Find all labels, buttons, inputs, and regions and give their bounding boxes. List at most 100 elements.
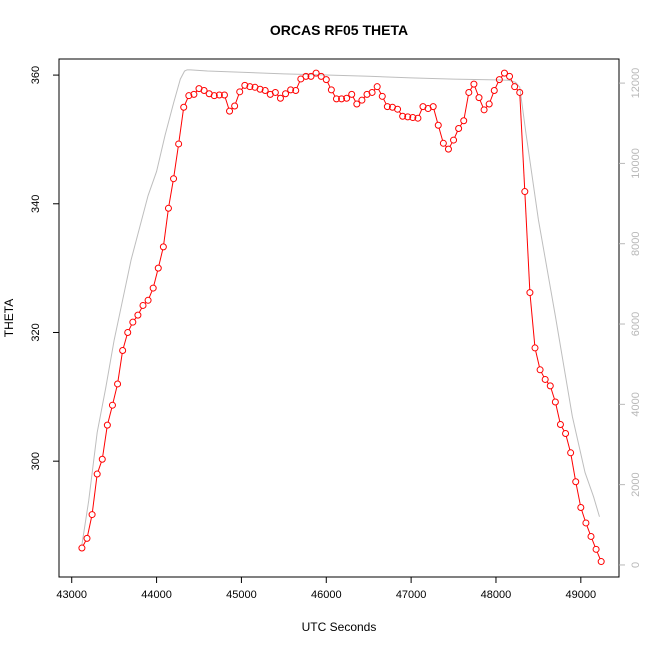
- theta-line-segment: [148, 290, 153, 298]
- theta-point: [124, 328, 132, 336]
- theta-point: [526, 289, 534, 297]
- y2-tick-label: 2000: [630, 472, 642, 496]
- theta-point: [180, 103, 188, 111]
- theta-line-segment: [168, 181, 174, 206]
- theta-line-segment: [82, 540, 87, 546]
- theta-line-segment: [519, 95, 526, 189]
- theta-point: [506, 72, 514, 80]
- theta-line-segment: [489, 93, 494, 102]
- theta-point: [495, 76, 503, 84]
- theta-point: [348, 90, 356, 98]
- theta-point: [475, 94, 483, 102]
- theta-line-segment: [91, 476, 98, 512]
- x-tick-label: 44000: [141, 589, 172, 601]
- theta-point: [220, 91, 228, 99]
- theta-point: [541, 375, 549, 383]
- theta-line-segment: [581, 510, 586, 521]
- theta-point: [170, 175, 178, 183]
- theta-point: [394, 105, 402, 113]
- y2-tick-label: 0: [630, 562, 642, 568]
- theta-line-segment: [224, 97, 230, 109]
- theta-line-segment: [327, 82, 331, 88]
- theta-point: [93, 470, 101, 478]
- theta-line-segment: [102, 428, 108, 457]
- theta-point: [271, 88, 279, 96]
- theta-point: [144, 296, 152, 304]
- theta-line-segment: [173, 146, 179, 176]
- theta-point: [175, 140, 183, 148]
- theta-point: [261, 87, 269, 95]
- theta-point: [236, 88, 244, 96]
- theta-line-segment: [107, 407, 113, 423]
- theta-point: [185, 92, 193, 100]
- theta-point: [154, 264, 162, 272]
- theta-point: [353, 100, 361, 108]
- theta-line-segment: [586, 525, 591, 534]
- theta-point: [521, 188, 529, 196]
- theta-point: [562, 430, 570, 437]
- x-tick-label: 47000: [396, 589, 427, 601]
- theta-line-segment: [438, 128, 444, 141]
- theta-point: [164, 204, 172, 212]
- theta-point: [455, 125, 463, 132]
- theta-point: [567, 449, 575, 457]
- y-tick-label: 340: [30, 195, 42, 213]
- theta-line-segment: [510, 78, 514, 85]
- theta-point: [399, 112, 407, 120]
- theta-point: [119, 347, 127, 354]
- theta-point: [312, 69, 320, 77]
- theta-line-segment: [178, 110, 184, 142]
- theta-point: [383, 103, 391, 111]
- theta-line-segment: [495, 82, 499, 89]
- theta-line-segment: [555, 404, 561, 422]
- theta-point: [587, 532, 595, 540]
- theta-point: [358, 96, 366, 104]
- theta-point: [108, 401, 116, 409]
- theta-line-segment: [153, 270, 159, 286]
- theta-point: [536, 366, 544, 374]
- theta-point: [98, 455, 106, 463]
- theta-point: [129, 318, 137, 326]
- theta-line-segment: [433, 109, 438, 123]
- theta-point: [190, 90, 198, 98]
- theta-point: [577, 504, 585, 511]
- x-axis: 43000 44000 45000 46000 47000 48000 49000: [56, 577, 596, 601]
- theta-line-segment: [550, 388, 555, 400]
- altitude-series-line: [81, 69, 600, 545]
- y-tick-label: 360: [30, 66, 42, 84]
- theta-line-segment: [163, 211, 169, 244]
- theta-point: [470, 80, 478, 88]
- theta-point: [322, 76, 330, 84]
- x-tick-label: 46000: [311, 589, 342, 601]
- theta-point: [241, 81, 249, 89]
- theta-line-segment: [235, 94, 240, 104]
- theta-point: [460, 117, 468, 125]
- theta-point: [200, 87, 208, 95]
- theta-point: [246, 83, 254, 91]
- theta-line-segment: [138, 307, 143, 313]
- y2-axis: 0 2000 4000 6000 8000 10000 12000: [619, 68, 642, 568]
- theta-point: [582, 519, 590, 527]
- theta-point: [404, 113, 412, 121]
- theta-line-segment: [565, 436, 571, 451]
- theta-point: [215, 91, 223, 99]
- theta-point: [465, 88, 473, 96]
- y2-tick-label: 10000: [630, 148, 642, 179]
- theta-point: [597, 558, 605, 566]
- theta-point: [368, 88, 376, 96]
- theta-point: [78, 544, 86, 552]
- plot-frame: [58, 58, 620, 578]
- theta-point: [409, 114, 417, 122]
- y-tick-label: 300: [30, 452, 42, 470]
- chart-title: ORCAS RF05 THETA: [270, 22, 408, 38]
- theta-line-segment: [570, 455, 576, 479]
- theta-line-segment: [352, 96, 356, 102]
- y-axis-label: THETA: [2, 299, 16, 337]
- theta-point: [282, 90, 290, 98]
- theta-point: [231, 102, 239, 110]
- theta-line-segment: [541, 372, 545, 378]
- theta-line-segment: [158, 249, 164, 266]
- theta-point: [302, 72, 310, 80]
- theta-point: [327, 86, 335, 94]
- theta-point: [414, 114, 422, 122]
